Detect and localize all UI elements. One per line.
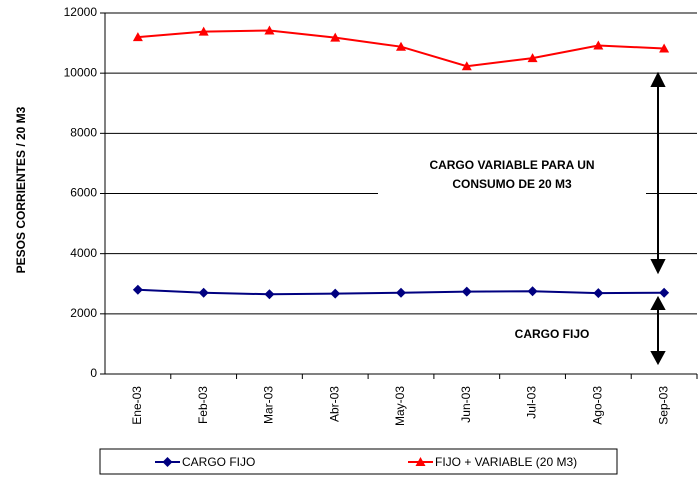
y-axis-label: PESOS CORRIENTES / 20 M3 <box>14 106 28 273</box>
legend-label: CARGO FIJO <box>182 455 255 469</box>
point <box>198 287 209 298</box>
x-tick-label: Abr-03 <box>327 386 341 422</box>
y-tick-label: 12000 <box>64 5 98 19</box>
point <box>396 287 406 298</box>
grid <box>105 12 697 375</box>
point <box>659 43 670 53</box>
point <box>527 286 538 297</box>
point <box>461 286 472 297</box>
point <box>527 53 538 63</box>
legend-label: FIJO + VARIABLE (20 M3) <box>435 455 577 469</box>
x-tick-label: Feb-03 <box>196 386 210 424</box>
x-tick-label: Jun-03 <box>459 386 473 423</box>
x-tick-label: May-03 <box>393 386 407 426</box>
point <box>264 25 275 35</box>
annotation: CARGO VARIABLE PARA UN <box>429 158 594 172</box>
point <box>264 289 275 300</box>
arrows <box>650 71 666 366</box>
annotation: CONSUMO DE 20 M3 <box>452 177 572 191</box>
point <box>461 61 472 71</box>
y-tick-label: 4000 <box>70 246 97 260</box>
point <box>198 26 209 36</box>
point <box>659 287 670 298</box>
x-tick-label: Sep-03 <box>656 386 670 425</box>
x-tick-label: Ene-03 <box>130 386 144 425</box>
point <box>593 288 604 299</box>
y-tick-label: 0 <box>90 366 97 380</box>
y-tick-label: 8000 <box>70 126 97 140</box>
point <box>132 32 143 42</box>
x-tick-label: Ago-03 <box>591 386 605 425</box>
point <box>132 284 143 295</box>
legend-box <box>99 448 618 475</box>
annotation-bg <box>490 320 610 350</box>
x-tick-label: Mar-03 <box>262 386 276 424</box>
y-tick-label: 10000 <box>64 65 98 79</box>
annotation-bg <box>378 150 646 210</box>
y-tick-label: 6000 <box>70 186 97 200</box>
point <box>330 288 341 299</box>
legend-marker <box>162 457 173 467</box>
legend-marker <box>415 457 426 466</box>
y-tick-label: 2000 <box>70 306 97 320</box>
point <box>330 32 341 42</box>
point <box>593 40 604 50</box>
annotation: CARGO FIJO <box>515 327 590 341</box>
x-tick-label: Jul-03 <box>525 386 539 419</box>
point <box>396 41 406 51</box>
